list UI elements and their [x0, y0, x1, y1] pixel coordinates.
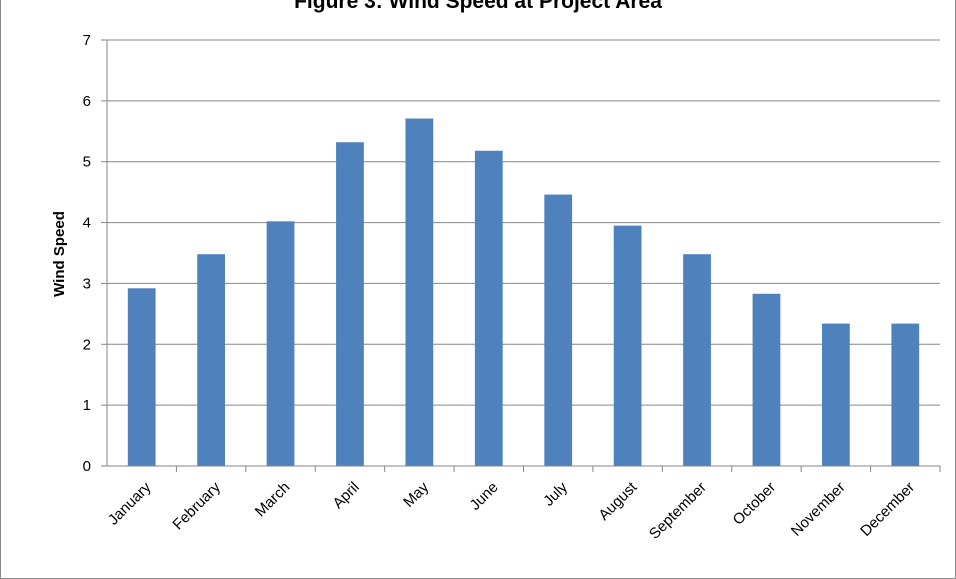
y-tick-label: 7 [83, 32, 91, 49]
x-tick-label-november: November [788, 479, 849, 540]
x-tick-label-july: July [540, 478, 571, 509]
bar-march [266, 221, 295, 466]
bar-may [405, 118, 434, 467]
y-tick-label: 0 [83, 458, 91, 475]
x-tick-label-january: January [105, 478, 155, 528]
bar-november [821, 323, 850, 466]
y-tick-label: 4 [83, 215, 91, 232]
bar-july [544, 194, 573, 466]
x-tick-label-december: December [857, 479, 918, 540]
y-tick-label: 6 [83, 93, 91, 110]
bar-april [336, 142, 364, 467]
bar-january [127, 288, 156, 466]
x-tick-label-october: October [730, 479, 780, 529]
x-tick-label-march: March [252, 479, 293, 520]
x-tick-label-august: August [595, 478, 641, 524]
bar-october [752, 293, 781, 466]
y-tick-label: 2 [83, 336, 91, 353]
y-tick-label: 3 [83, 275, 91, 292]
y-axis-title: Wind Speed [51, 211, 68, 297]
x-tick-label-february: February [169, 478, 224, 533]
bar-february [197, 254, 226, 466]
x-tick-label-september: September [646, 479, 710, 543]
x-tick-label-april: April [330, 479, 363, 512]
x-tick-label-june: June [467, 479, 502, 514]
y-tick-label: 5 [83, 154, 91, 171]
bars [127, 118, 920, 467]
gridlines [107, 39, 940, 406]
y-tick-label: 1 [83, 397, 91, 414]
bar-august [613, 225, 642, 466]
chart-title: Figure 3: Wind Speed at Project Area [294, 0, 662, 13]
bar-september [683, 254, 711, 466]
bar-june [474, 150, 503, 466]
bar-december [891, 323, 920, 466]
x-tick-label-may: May [400, 478, 432, 510]
